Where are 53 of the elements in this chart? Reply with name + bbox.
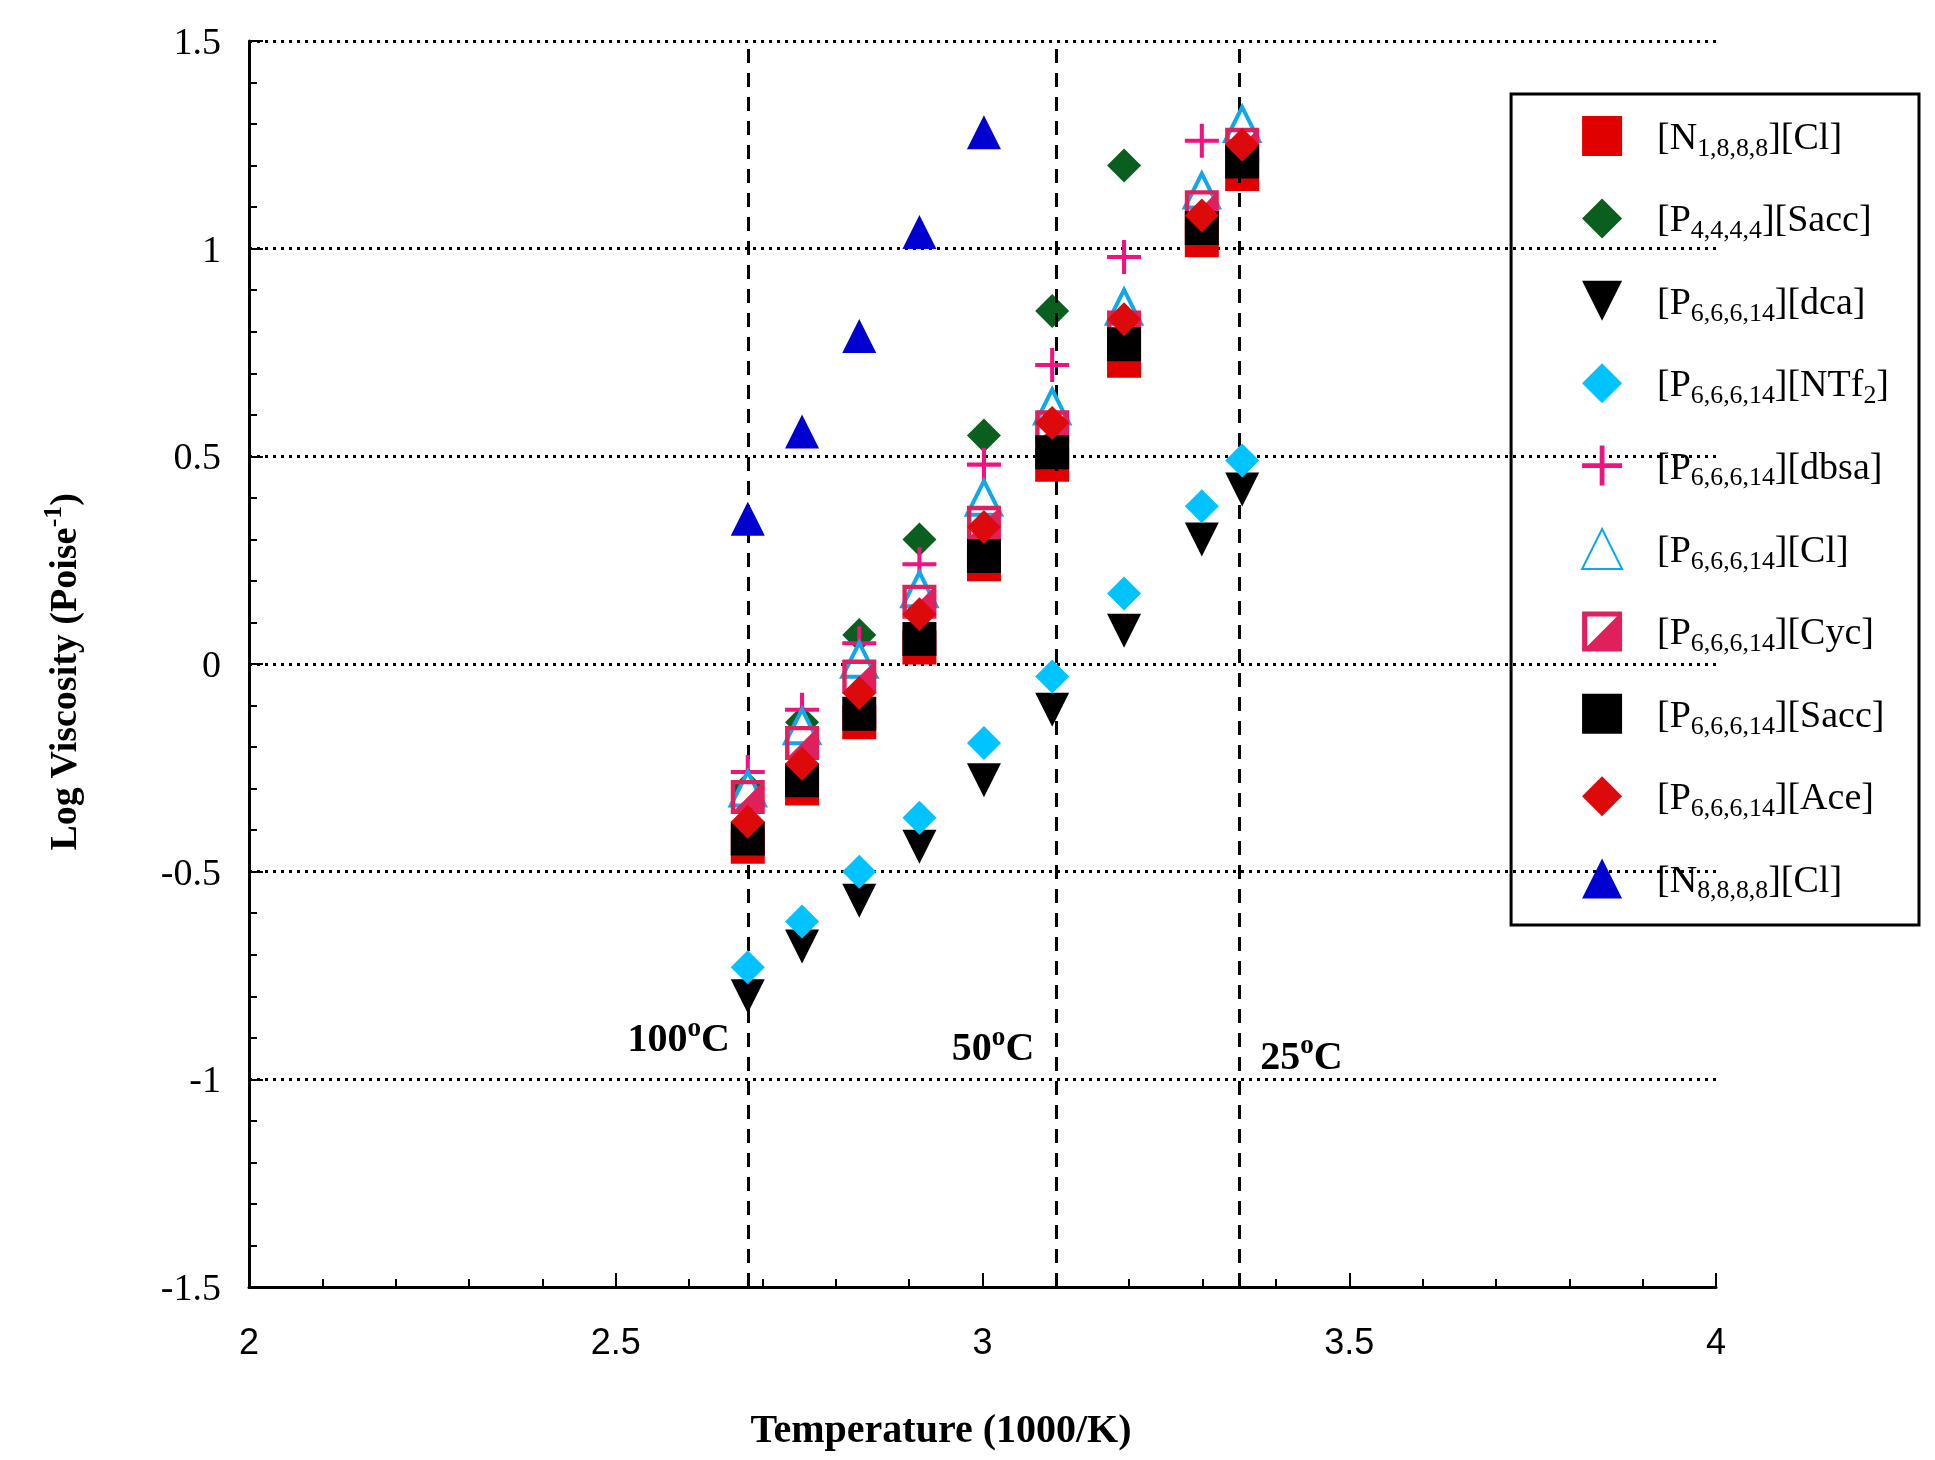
x-tick-label: 2.5 — [590, 1320, 641, 1362]
y-tick-label: -0.5 — [160, 850, 221, 893]
point — [902, 622, 937, 657]
point — [842, 883, 877, 918]
point — [966, 539, 1001, 574]
point — [785, 746, 820, 781]
y-tick-label: 0.5 — [173, 435, 221, 478]
x-axis-title: Temperature (1000/K) — [750, 1405, 1132, 1451]
point — [1107, 148, 1142, 183]
y-tick-label: 0 — [202, 643, 221, 685]
point — [842, 854, 877, 889]
point — [1035, 347, 1070, 382]
point — [785, 414, 820, 449]
point — [1225, 472, 1260, 507]
point — [902, 597, 937, 632]
point — [842, 676, 877, 711]
point — [966, 763, 1001, 798]
y-axis-title: Log Viscosity (Poise-1) — [38, 493, 85, 851]
point — [730, 979, 765, 1014]
point — [966, 418, 1001, 453]
point — [1035, 692, 1070, 727]
y-tick-label: -1.5 — [160, 1266, 221, 1308]
point — [730, 804, 765, 839]
point — [902, 829, 937, 864]
point — [730, 501, 765, 536]
x-tick-label: 4 — [1705, 1320, 1727, 1362]
point — [1225, 443, 1260, 478]
y-tick-label: -1 — [189, 1058, 221, 1101]
point — [1107, 576, 1142, 611]
point — [785, 904, 820, 939]
y-tick-label: 1 — [202, 227, 221, 270]
x-tick-label: 2 — [238, 1320, 260, 1362]
point — [1035, 435, 1070, 470]
point — [1184, 522, 1219, 557]
point — [966, 447, 1001, 482]
point — [1107, 239, 1142, 274]
point — [1107, 327, 1142, 362]
point — [902, 800, 937, 835]
point — [1107, 613, 1142, 648]
y-tick-label: 1.5 — [173, 20, 221, 62]
point — [1035, 293, 1070, 328]
point — [966, 725, 1001, 760]
x-tick-label: 3.5 — [1324, 1320, 1375, 1362]
point — [1184, 198, 1219, 233]
point — [1184, 489, 1219, 524]
point — [966, 115, 1001, 150]
point — [1184, 123, 1219, 158]
x-tick-label: 3 — [972, 1320, 993, 1362]
point — [902, 215, 937, 250]
point — [730, 950, 765, 985]
point — [842, 318, 877, 353]
point — [1035, 659, 1070, 694]
point — [902, 522, 937, 557]
